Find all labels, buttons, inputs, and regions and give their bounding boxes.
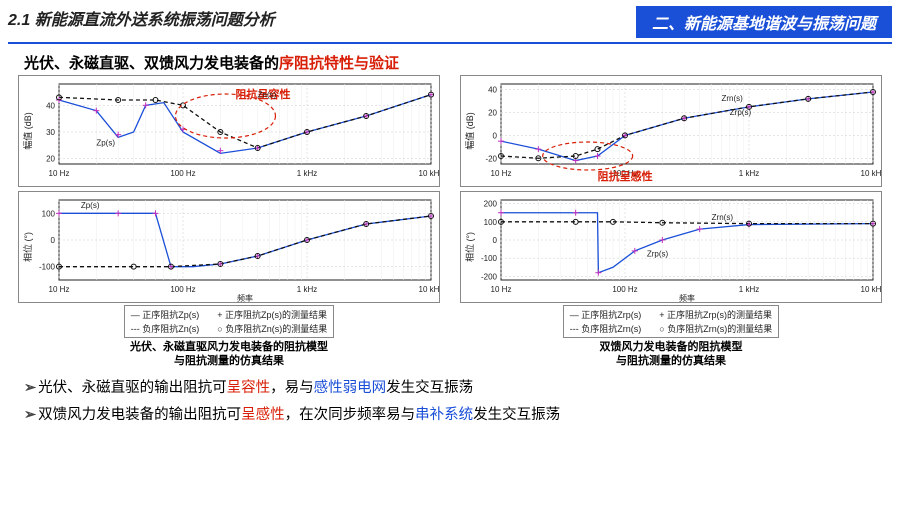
svg-text:10 kHz: 10 kHz — [419, 285, 439, 294]
left-caption: 光伏、永磁直驱风力发电装备的阻抗模型与阻抗测量的仿真结果 — [130, 340, 328, 369]
svg-text:1 kHz: 1 kHz — [739, 169, 759, 178]
right-phase-panel: 10 Hz 100 Hz 1 kHz 10 kHz -200 -100 0 100 200 相位 … — [460, 191, 882, 303]
svg-text:频率: 频率 — [237, 293, 253, 302]
left-mag-panel: 10 Hz100 Hz1 kHz10 kHz203040幅值 (dB)阻抗呈容性… — [18, 75, 440, 187]
left-phase-panel: 10 Hz 100 Hz 1 kHz 10 kHz -100 0 100 相位 (°) 频率 Zp… — [18, 191, 440, 303]
svg-text:10 Hz: 10 Hz — [49, 285, 70, 294]
subtitle: 光伏、永磁直驱、双馈风力发电装备的序阻抗特性与验证 — [0, 44, 900, 75]
svg-text:幅值 (dB): 幅值 (dB) — [464, 112, 475, 150]
svg-text:20: 20 — [488, 109, 497, 118]
svg-text:1 kHz: 1 kHz — [739, 285, 759, 294]
svg-text:10 kHz: 10 kHz — [861, 169, 881, 178]
svg-text:阻抗呈感性: 阻抗呈感性 — [598, 169, 653, 183]
svg-text:Zn(s): Zn(s) — [258, 90, 277, 99]
svg-text:Zrp(s): Zrp(s) — [730, 108, 752, 117]
svg-text:-20: -20 — [485, 154, 497, 163]
svg-text:相位 (°): 相位 (°) — [464, 232, 475, 262]
svg-text:10 kHz: 10 kHz — [861, 285, 881, 294]
svg-text:100: 100 — [42, 209, 56, 218]
leg-l3: + 正序阻抗Zp(s)的测量结果 — [217, 308, 327, 321]
leg-r1: — 正序阻抗Zrp(s) — [570, 308, 642, 321]
leg-r2: --- 负序阻抗Zrn(s) — [570, 322, 642, 335]
svg-text:Zp(s): Zp(s) — [81, 201, 100, 210]
left-legend: — 正序阻抗Zp(s) --- 负序阻抗Zn(s) + 正序阻抗Zp(s)的测量… — [124, 305, 334, 338]
svg-text:-100: -100 — [39, 263, 56, 272]
svg-text:-100: -100 — [481, 254, 498, 263]
svg-text:200: 200 — [484, 200, 498, 209]
svg-text:10 Hz: 10 Hz — [491, 169, 512, 178]
bullet-1: ➢光伏、永磁直驱的输出阻抗可呈容性，易与感性弱电网发生交互振荡 — [24, 375, 876, 403]
leg-r4: ○ 负序阻抗Zrn(s)的测量结果 — [659, 322, 772, 335]
section-title: 2.1 新能源直流外送系统振荡问题分析 — [8, 6, 275, 30]
svg-text:相位 (°): 相位 (°) — [22, 232, 33, 262]
svg-text:0: 0 — [493, 236, 498, 245]
svg-text:10 Hz: 10 Hz — [49, 169, 70, 178]
bullets: ➢光伏、永磁直驱的输出阻抗可呈容性，易与感性弱电网发生交互振荡 ➢双馈风力发电装… — [0, 369, 900, 430]
right-mag-panel: 10 Hz100 Hz1 kHz10 kHz-2002040幅值 (dB)阻抗呈… — [460, 75, 882, 187]
svg-text:-200: -200 — [481, 272, 498, 281]
svg-text:0: 0 — [493, 131, 498, 140]
svg-text:100: 100 — [484, 218, 498, 227]
svg-text:100 Hz: 100 Hz — [170, 285, 195, 294]
svg-text:频率: 频率 — [679, 293, 695, 302]
subtitle-prefix: 光伏、永磁直驱、双馈风力发电装备的 — [24, 55, 279, 72]
subtitle-highlight: 序阻抗特性与验证 — [279, 55, 399, 72]
svg-text:Zrp(s): Zrp(s) — [647, 249, 669, 258]
chart-col-right: 10 Hz100 Hz1 kHz10 kHz-2002040幅值 (dB)阻抗呈… — [454, 75, 888, 369]
leg-l1: — 正序阻抗Zp(s) — [131, 308, 200, 321]
svg-text:100 Hz: 100 Hz — [170, 169, 195, 178]
chart-col-left: 10 Hz100 Hz1 kHz10 kHz203040幅值 (dB)阻抗呈容性… — [12, 75, 446, 369]
svg-text:100 Hz: 100 Hz — [612, 285, 637, 294]
svg-text:Zrn(s): Zrn(s) — [712, 213, 734, 222]
leg-r3: + 正序阻抗Zrp(s)的测量结果 — [659, 308, 772, 321]
svg-text:30: 30 — [46, 128, 55, 137]
svg-text:幅值 (dB): 幅值 (dB) — [22, 112, 33, 150]
svg-text:20: 20 — [46, 155, 55, 164]
svg-text:0: 0 — [51, 236, 56, 245]
right-legend: — 正序阻抗Zrp(s) --- 负序阻抗Zrn(s) + 正序阻抗Zrp(s)… — [563, 305, 779, 338]
header-badge: 二、新能源基地谐波与振荡问题 — [636, 6, 892, 38]
leg-l2: --- 负序阻抗Zn(s) — [131, 322, 200, 335]
svg-text:10 kHz: 10 kHz — [419, 169, 439, 178]
svg-text:40: 40 — [46, 101, 55, 110]
svg-text:1 kHz: 1 kHz — [297, 169, 317, 178]
svg-text:10 Hz: 10 Hz — [491, 285, 512, 294]
leg-l4: ○ 负序阻抗Zn(s)的测量结果 — [217, 322, 327, 335]
bullet-2: ➢双馈风力发电装备的输出阻抗可呈感性，在次同步频率易与串补系统发生交互振荡 — [24, 402, 876, 430]
right-caption: 双馈风力发电装备的阻抗模型与阻抗测量的仿真结果 — [600, 340, 743, 369]
svg-text:1 kHz: 1 kHz — [297, 285, 317, 294]
svg-text:Zp(s): Zp(s) — [96, 138, 115, 147]
svg-text:Zrn(s): Zrn(s) — [721, 94, 743, 103]
svg-text:40: 40 — [488, 86, 497, 95]
